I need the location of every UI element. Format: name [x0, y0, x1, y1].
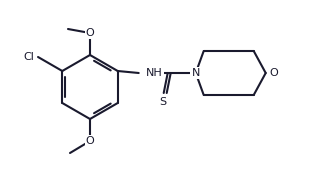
- Text: NH: NH: [146, 68, 163, 78]
- Text: O: O: [270, 68, 279, 78]
- Text: N: N: [192, 68, 200, 78]
- Text: O: O: [86, 136, 94, 146]
- Text: S: S: [159, 97, 166, 107]
- Text: O: O: [86, 28, 94, 38]
- Text: Cl: Cl: [23, 52, 34, 62]
